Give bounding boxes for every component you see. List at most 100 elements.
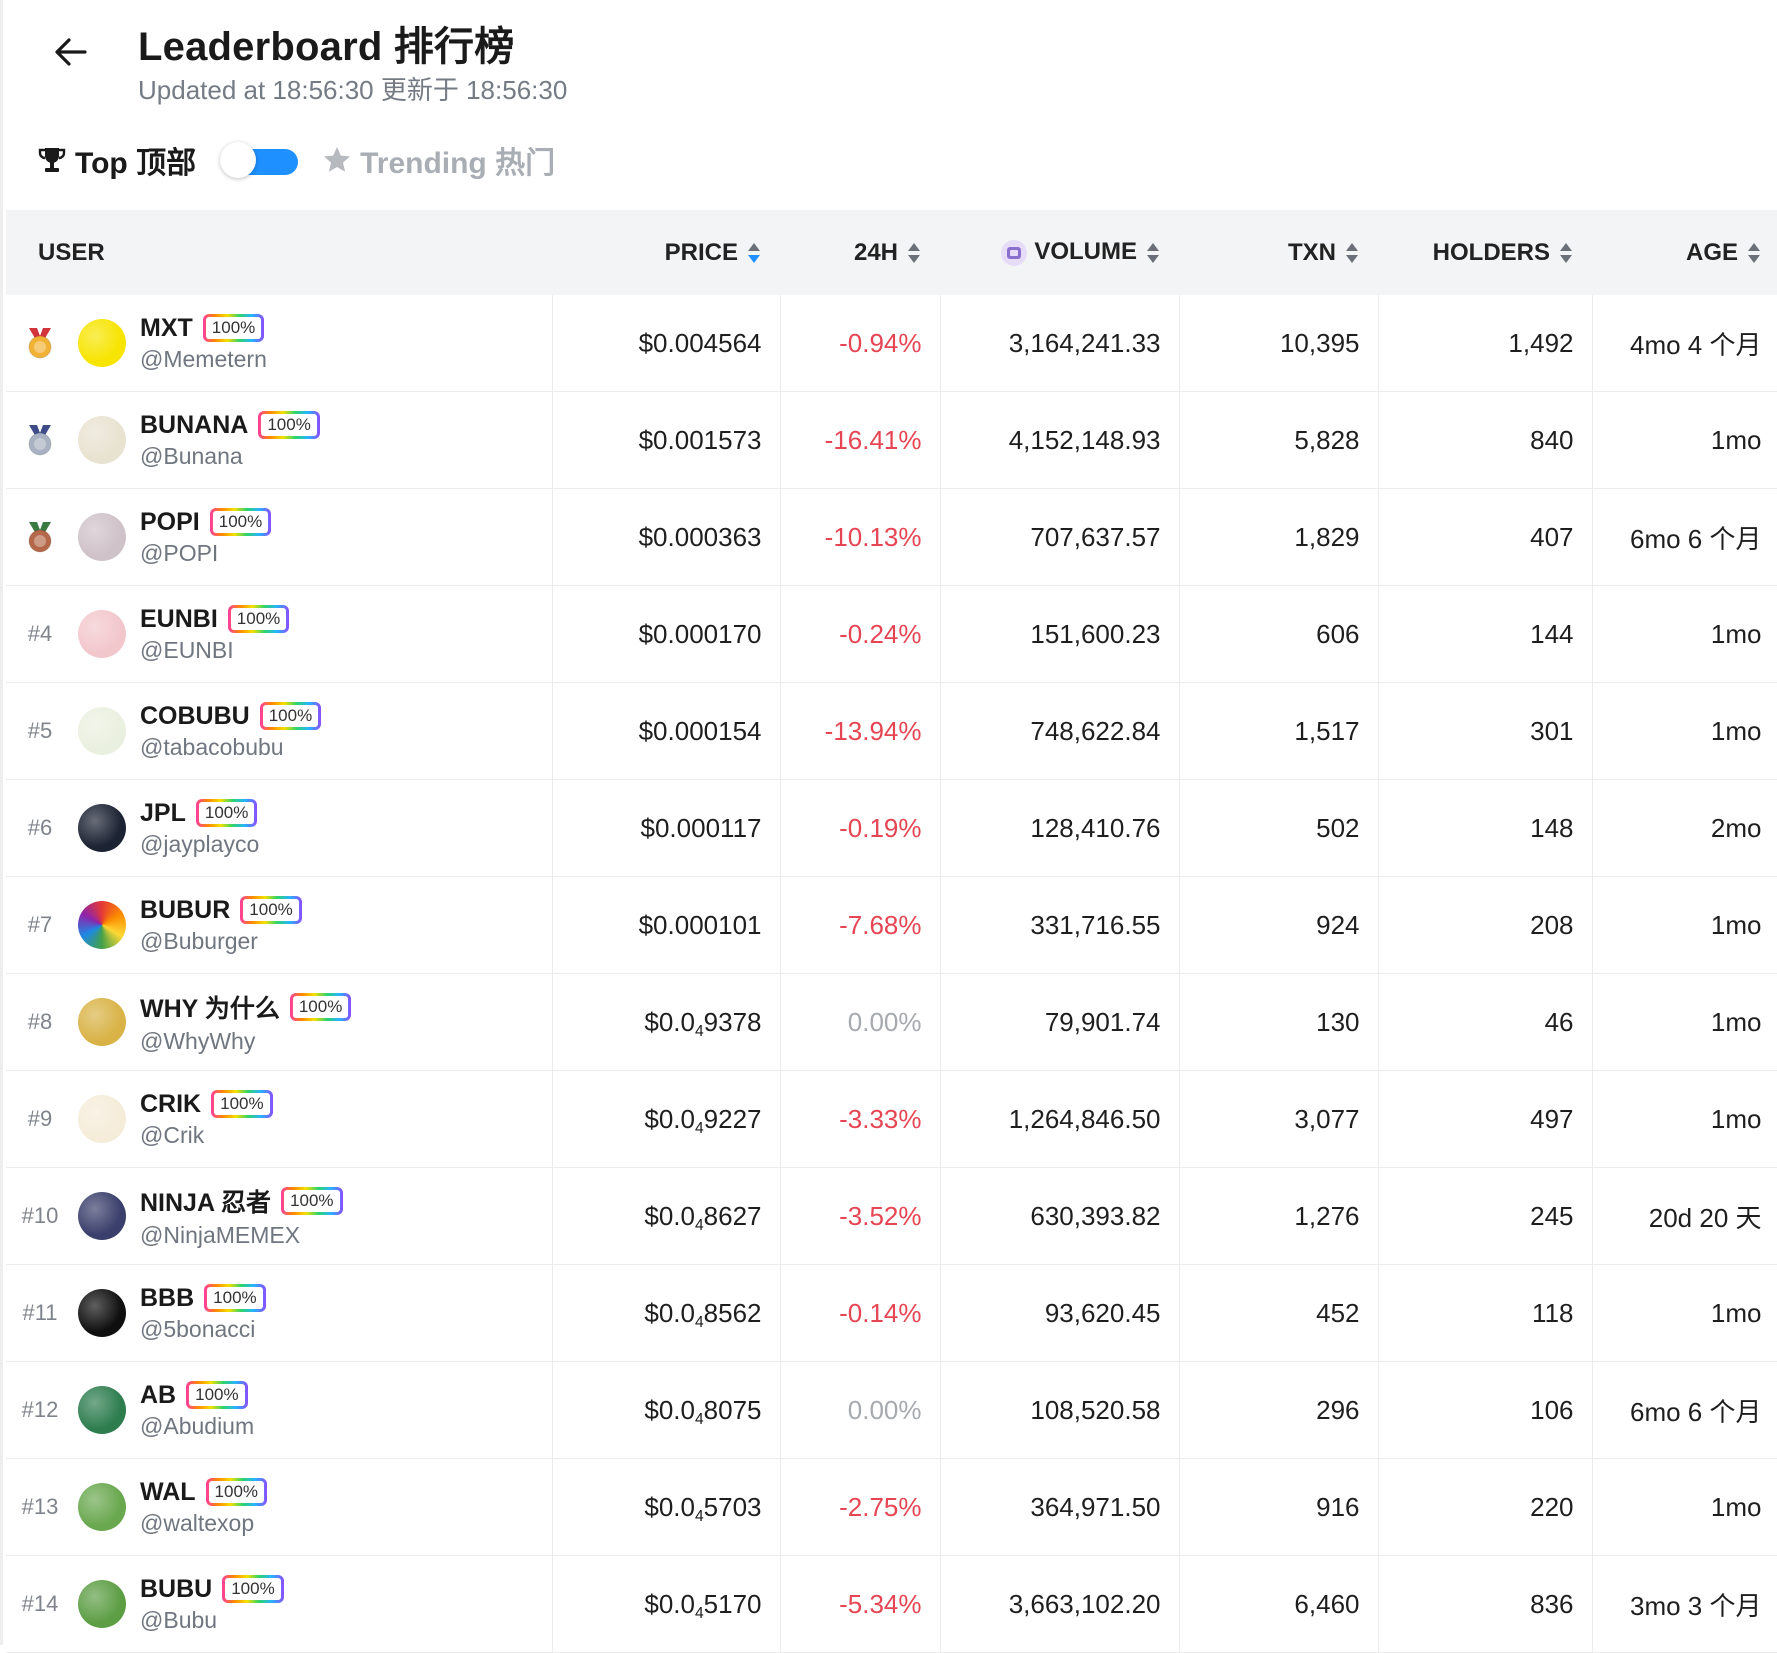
txn-cell: 916 bbox=[1179, 1458, 1379, 1556]
volume-cell: 707,637.57 bbox=[940, 488, 1180, 586]
sort-icon bbox=[1560, 243, 1572, 264]
volume-cell: 364,971.50 bbox=[940, 1458, 1180, 1556]
user-handle[interactable]: @Memetern bbox=[140, 345, 267, 372]
txn-cell: 1,829 bbox=[1179, 488, 1379, 586]
age-cell: 1mo bbox=[1592, 1458, 1777, 1556]
user-handle[interactable]: @POPI bbox=[140, 539, 219, 566]
back-button[interactable] bbox=[47, 28, 95, 76]
user-handle[interactable]: @Abudium bbox=[140, 1412, 255, 1439]
avatar[interactable] bbox=[78, 416, 126, 464]
price-cell: $0.048075 bbox=[552, 1361, 781, 1459]
change-24h-cell: -10.13% bbox=[780, 488, 941, 586]
token-name[interactable]: NINJA 忍者 bbox=[140, 1189, 272, 1217]
holders-cell: 497 bbox=[1378, 1070, 1593, 1168]
rank-number: #9 bbox=[27, 1106, 53, 1131]
table-row[interactable]: #5 COBUBU 100% @tabacobubu $0.000154 -13… bbox=[6, 682, 1777, 780]
token-name[interactable]: WAL bbox=[140, 1477, 196, 1506]
txn-cell: 1,517 bbox=[1179, 682, 1379, 780]
price-cell: $0.045170 bbox=[552, 1555, 781, 1653]
updated-timestamp: Updated at 18:56:30 更新于 18:56:30 bbox=[138, 75, 568, 105]
user-handle[interactable]: @Buburger bbox=[140, 927, 258, 954]
token-name[interactable]: AB bbox=[140, 1380, 177, 1409]
user-handle[interactable]: @Bubu bbox=[140, 1606, 218, 1633]
star-icon bbox=[324, 147, 351, 172]
price-value: $0.000117 bbox=[640, 812, 762, 843]
user-handle[interactable]: @NinjaMEMEX bbox=[140, 1222, 301, 1248]
table-row[interactable]: #9 CRIK 100% @Crik $0.049227 -3.33% 1,26… bbox=[6, 1070, 1777, 1168]
user-handle[interactable]: @5bonacci bbox=[140, 1315, 256, 1342]
token-name[interactable]: BUNANA bbox=[140, 410, 249, 439]
column-header-age[interactable]: AGE bbox=[1592, 210, 1777, 295]
user-cell: #13 WAL 100% @waltexop bbox=[6, 1458, 553, 1556]
table-row[interactable]: #13 WAL 100% @waltexop $0.045703 -2.75% … bbox=[6, 1458, 1777, 1556]
table-row[interactable]: #12 AB 100% @Abudium $0.048075 0.00% 108… bbox=[6, 1361, 1777, 1459]
sort-icon bbox=[908, 243, 920, 264]
table-row[interactable]: #4 EUNBI 100% @EUNBI $0.000170 -0.24% 15… bbox=[6, 585, 1777, 683]
table-row[interactable]: BUNANA 100% @Bunana $0.001573 -16.41% 4,… bbox=[6, 391, 1777, 489]
user-handle[interactable]: @Bunana bbox=[140, 442, 243, 469]
avatar[interactable] bbox=[78, 319, 126, 367]
user-handle[interactable]: @Crik bbox=[140, 1121, 205, 1148]
table-row[interactable]: #6 JPL 100% @jayplayco $0.000117 -0.19% … bbox=[6, 779, 1777, 877]
top-filter[interactable]: Top 顶部 bbox=[37, 138, 196, 182]
avatar[interactable] bbox=[78, 707, 126, 755]
token-name[interactable]: WHY 为什么 bbox=[140, 995, 280, 1023]
column-header-volume[interactable]: VOLUME bbox=[940, 210, 1179, 295]
user-handle[interactable]: @WhyWhy bbox=[140, 1028, 256, 1054]
avatar[interactable] bbox=[78, 1580, 126, 1628]
token-name[interactable]: BBB bbox=[140, 1283, 195, 1312]
avatar[interactable] bbox=[78, 1483, 126, 1531]
avatar[interactable] bbox=[78, 998, 126, 1046]
token-name[interactable]: JPL bbox=[140, 798, 186, 827]
price-value: $0.000101 bbox=[638, 909, 762, 940]
trending-filter[interactable]: Trending 热门 bbox=[322, 138, 555, 182]
table-row[interactable]: #14 BUBU 100% @Bubu $0.045170 -5.34% 3,6… bbox=[6, 1555, 1777, 1653]
change-24h-cell: -5.34% bbox=[780, 1555, 941, 1653]
price-value: $0.000170 bbox=[638, 618, 762, 649]
avatar[interactable] bbox=[78, 610, 126, 658]
token-name[interactable]: BUBU bbox=[140, 1574, 213, 1603]
user-handle[interactable]: @tabacobubu bbox=[140, 733, 284, 760]
volume-cell: 748,622.84 bbox=[940, 682, 1180, 780]
avatar[interactable] bbox=[78, 901, 126, 949]
user-cell: #7 BUBUR 100% @Buburger bbox=[6, 876, 553, 974]
token-name[interactable]: COBUBU bbox=[140, 701, 250, 730]
column-header-holders[interactable]: HOLDERS bbox=[1378, 210, 1592, 295]
avatar[interactable] bbox=[78, 1386, 126, 1434]
column-header-txn[interactable]: TXN bbox=[1179, 210, 1378, 295]
trending-filter-label: Trending 热门 bbox=[360, 147, 556, 180]
age-cell: 1mo bbox=[1592, 391, 1777, 489]
percent-badge: 100% bbox=[204, 1284, 265, 1312]
volume-token-icon bbox=[1001, 239, 1028, 266]
avatar[interactable] bbox=[78, 513, 126, 561]
table-row[interactable]: #10 NINJA 忍者 100% @NinjaMEMEX $0.048627 … bbox=[6, 1167, 1777, 1265]
holders-cell: 106 bbox=[1378, 1361, 1593, 1459]
price-value: $0.045170 bbox=[644, 1588, 762, 1622]
user-handle[interactable]: @jayplayco bbox=[140, 830, 260, 857]
user-handle[interactable]: @EUNBI bbox=[140, 636, 234, 663]
age-cell: 1mo bbox=[1592, 1070, 1777, 1168]
txn-cell: 130 bbox=[1179, 973, 1379, 1071]
user-handle[interactable]: @waltexop bbox=[140, 1509, 255, 1536]
avatar[interactable] bbox=[78, 804, 126, 852]
column-header-24h[interactable]: 24H bbox=[780, 210, 940, 295]
table-row[interactable]: MXT 100% @Memetern $0.004564 -0.94% 3,16… bbox=[6, 295, 1777, 392]
token-name[interactable]: POPI bbox=[140, 507, 200, 536]
token-name[interactable]: CRIK bbox=[140, 1089, 202, 1118]
table-row[interactable]: POPI 100% @POPI $0.000363 -10.13% 707,63… bbox=[6, 488, 1777, 586]
volume-cell: 79,901.74 bbox=[940, 973, 1180, 1071]
avatar[interactable] bbox=[78, 1289, 126, 1337]
token-name[interactable]: MXT bbox=[140, 313, 193, 342]
column-header-price[interactable]: PRICE bbox=[552, 210, 780, 295]
table-row[interactable]: #8 WHY 为什么 100% @WhyWhy $0.049378 0.00% … bbox=[6, 973, 1777, 1071]
price-value: $0.000363 bbox=[638, 521, 762, 552]
mode-switch[interactable] bbox=[218, 140, 300, 180]
token-name[interactable]: EUNBI bbox=[140, 604, 218, 633]
table-row[interactable]: #7 BUBUR 100% @Buburger $0.000101 -7.68%… bbox=[6, 876, 1777, 974]
token-name[interactable]: BUBUR bbox=[140, 895, 231, 924]
table-row[interactable]: #11 BBB 100% @5bonacci $0.048562 -0.14% … bbox=[6, 1264, 1777, 1362]
holders-cell: 208 bbox=[1378, 876, 1593, 974]
avatar[interactable] bbox=[78, 1095, 126, 1143]
holders-cell: 46 bbox=[1378, 973, 1593, 1071]
avatar[interactable] bbox=[78, 1192, 126, 1240]
